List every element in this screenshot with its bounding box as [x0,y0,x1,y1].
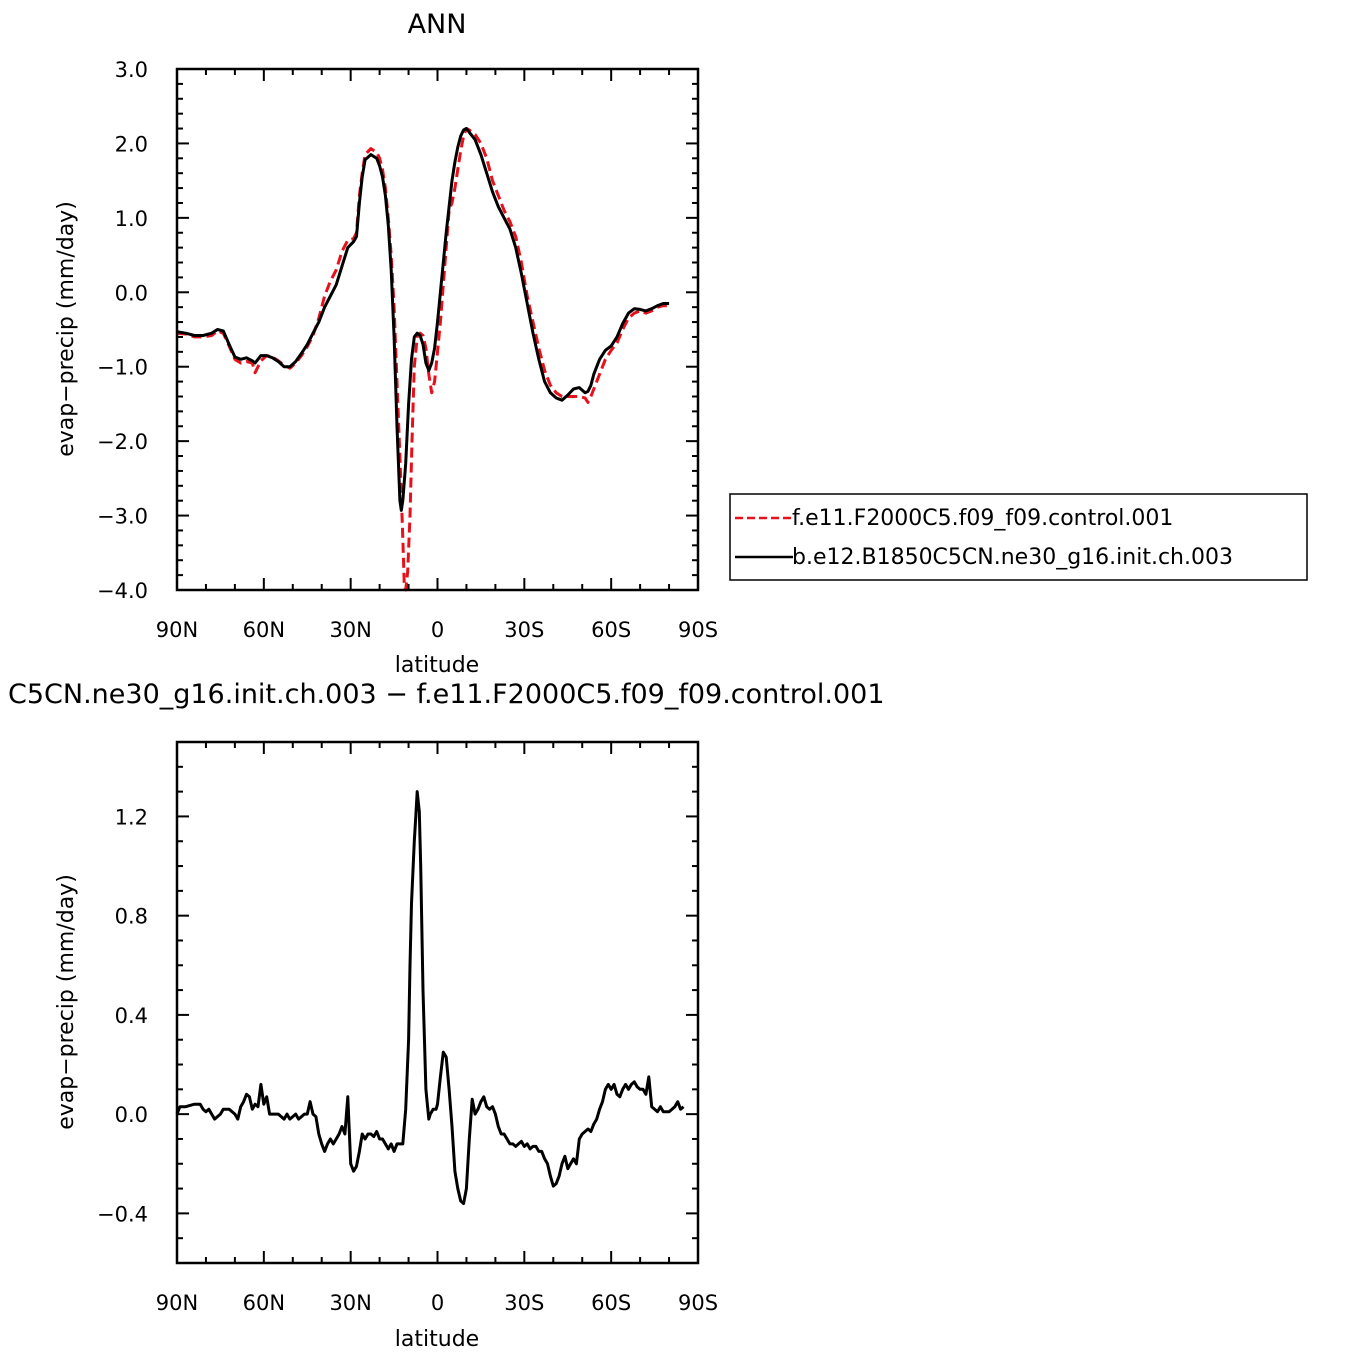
bottom-tick-marks [176,741,699,1264]
top-y-tick-label: 2.0 [115,132,148,156]
bottom-y-tick-label: 0.0 [115,1103,148,1127]
top-x-tick-label: 90S [678,618,718,642]
bottom-panel: C5CN.ne30_g16.init.ch.003 − f.e11.F2000C… [8,679,885,1352]
bottom-x-tick-label: 90S [678,1291,718,1315]
bottom-plot-frame [175,740,700,1265]
bottom-x-tick-label: 30S [504,1291,544,1315]
legend-label-control: f.e11.F2000C5.f09_f09.control.001 [792,506,1173,531]
top-y-tick-label: 0.0 [115,281,148,305]
top-y-tick-label: −4.0 [97,579,148,603]
bottom-x-tick-label: 60S [591,1291,631,1315]
bottom-series-layer [175,790,685,1205]
bottom-y-axis-label: evap−precip (mm/day) [54,874,79,1130]
bottom-y-tick-labels: 1.2 0.8 0.4 0.0 −0.4 [97,805,148,1226]
top-x-tick-label: 30N [329,618,371,642]
top-y-tick-label: −2.0 [97,430,148,454]
top-x-tick-label: 0 [431,618,444,642]
top-x-tick-label: 60N [243,618,285,642]
top-y-tick-label: 1.0 [115,207,148,231]
legend: f.e11.F2000C5.f09_f09.control.001 b.e12.… [729,493,1308,581]
top-y-tick-label: 3.0 [115,58,148,82]
top-panel: ANN 3.0 2.0 1.0 0.0 −1.0 −2.0 −3.0 −4.0 90N 60N 3… [54,9,1308,678]
top-x-axis-label: latitude [395,653,479,678]
bottom-x-tick-label: 60N [243,1291,285,1315]
bottom-chart-title: C5CN.ne30_g16.init.ch.003 − f.e11.F2000C… [8,679,885,710]
top-chart-title: ANN [408,9,467,40]
bottom-y-tick-label: 0.8 [115,905,148,929]
bottom-x-axis-label: latitude [395,1327,479,1352]
bottom-x-tick-labels: 90N 60N 30N 0 30S 60S 90S [156,1291,718,1315]
top-x-tick-label: 90N [156,618,198,642]
legend-label-ch003: b.e12.B1850C5CN.ne30_g16.init.ch.003 [792,545,1233,570]
top-series-line-1 [176,127,670,512]
top-series-layer [176,127,670,592]
bottom-x-tick-label: 0 [431,1291,444,1315]
bottom-series-line-0 [175,790,685,1205]
top-x-tick-labels: 90N 60N 30N 0 30S 60S 90S [156,618,718,642]
top-y-tick-labels: 3.0 2.0 1.0 0.0 −1.0 −2.0 −3.0 −4.0 [97,58,148,603]
top-x-tick-label: 30S [504,618,544,642]
bottom-y-tick-label: 1.2 [115,805,148,829]
top-y-tick-label: −1.0 [97,356,148,380]
top-y-tick-label: −3.0 [97,505,148,529]
top-x-tick-label: 60S [591,618,631,642]
bottom-y-tick-label: 0.4 [115,1004,148,1028]
bottom-x-tick-label: 30N [329,1291,371,1315]
bottom-x-tick-label: 90N [156,1291,198,1315]
top-y-axis-label: evap−precip (mm/day) [54,201,79,457]
top-tick-marks [176,68,699,591]
bottom-y-tick-label: −0.4 [97,1202,148,1226]
legend-box [729,493,1308,581]
